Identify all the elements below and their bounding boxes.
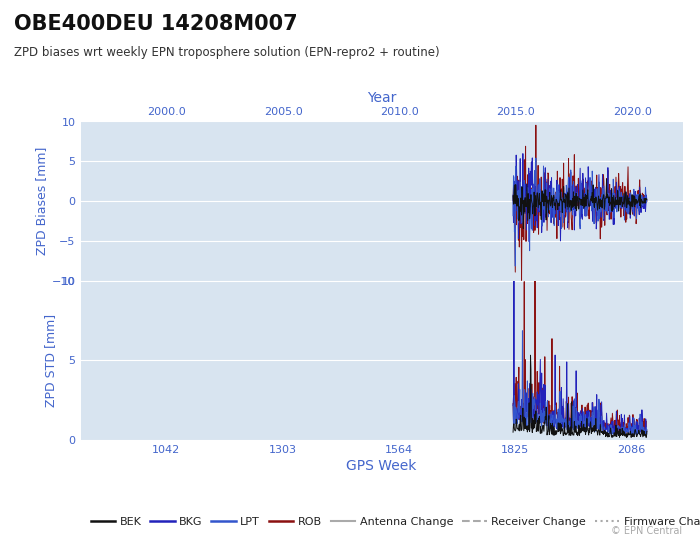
Text: ZPD biases wrt weekly EPN troposphere solution (EPN-repro2 + routine): ZPD biases wrt weekly EPN troposphere so…	[14, 46, 440, 59]
Text: © EPN Central: © EPN Central	[611, 525, 682, 536]
Y-axis label: ZPD Biases [mm]: ZPD Biases [mm]	[35, 147, 48, 255]
Y-axis label: ZPD STD [mm]: ZPD STD [mm]	[45, 314, 57, 407]
Text: OBE400DEU 14208M007: OBE400DEU 14208M007	[14, 14, 298, 33]
X-axis label: GPS Week: GPS Week	[346, 459, 416, 473]
X-axis label: Year: Year	[367, 91, 396, 105]
Legend: BEK, BKG, LPT, ROB, Antenna Change, Receiver Change, Firmware Change: BEK, BKG, LPT, ROB, Antenna Change, Rece…	[86, 513, 700, 532]
